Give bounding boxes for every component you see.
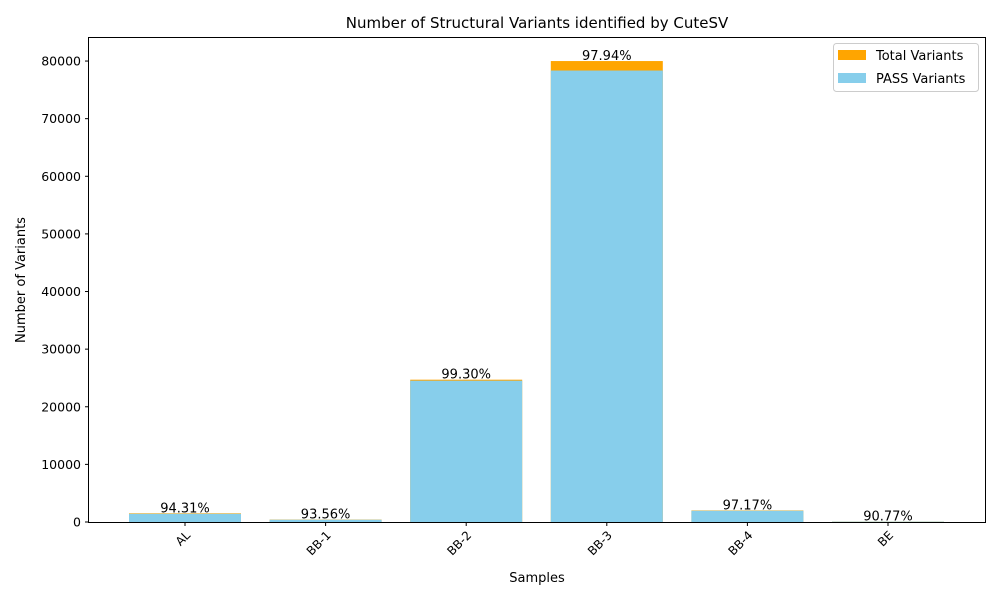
bar-pass-BB-2 [410,381,522,522]
x-tick-label-AL: AL [173,528,194,549]
data-label-BB-2: 99.30% [441,368,491,383]
y-tick-label-10000: 10000 [41,457,81,472]
legend-swatch-pass [838,73,866,83]
y-tick-label-20000: 20000 [41,399,81,414]
bars-layer [129,61,944,522]
bar-pass-BB-3 [551,71,663,522]
data-label-BB-4: 97.17% [723,498,773,513]
x-axis: AL BB-1 BB-2 BB-3 BB-4 BE [173,522,896,558]
y-axis: 0 10000 20000 30000 40000 50000 60000 70000 8000… [41,54,89,530]
x-tick-label-BB-2: BB-2 [444,528,474,558]
y-axis-label: Number of Variants [14,217,29,343]
data-labels-layer: 94.31%93.56%99.30%97.94%97.17%90.77% [160,49,913,525]
legend-label-total: Total Variants [875,49,964,64]
legend-swatch-total [838,50,866,60]
y-tick-label-60000: 60000 [41,169,81,184]
x-tick-label-BB-1: BB-1 [304,528,334,558]
x-axis-label: Samples [509,571,565,586]
y-tick-label-40000: 40000 [41,284,81,299]
chart-title: Number of Structural Variants identified… [346,14,729,32]
legend-label-pass: PASS Variants [876,72,966,87]
y-tick-label-70000: 70000 [41,111,81,126]
y-tick-label-80000: 80000 [41,54,81,69]
data-label-AL: 94.31% [160,501,210,516]
data-label-BB-3: 97.94% [582,49,632,64]
data-label-BB-1: 93.56% [301,508,351,523]
x-tick-label-BB-4: BB-4 [726,528,756,558]
y-tick-label-50000: 50000 [41,226,81,241]
y-tick-label-30000: 30000 [41,342,81,357]
x-tick-label-BB-3: BB-3 [585,528,615,558]
plot-frame [89,38,986,523]
y-tick-label-0: 0 [73,515,81,530]
x-tick-label-BE: BE [875,528,896,549]
legend: Total Variants PASS Variants [834,44,979,92]
